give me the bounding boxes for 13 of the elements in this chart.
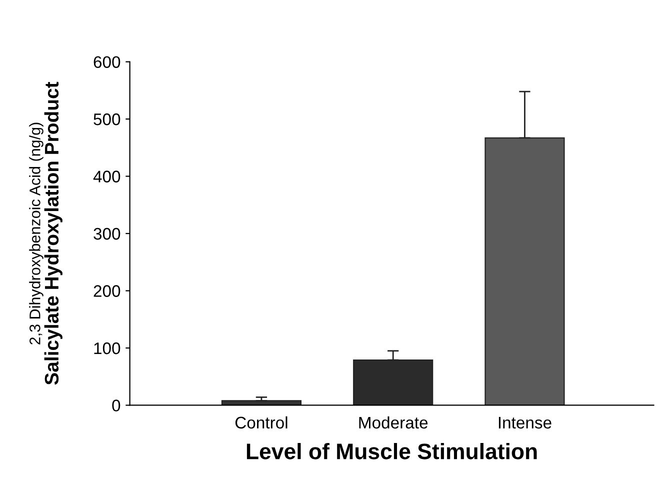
y-tick-label: 400 [93, 170, 120, 182]
x-axis-title: Level of Muscle Stimulation [246, 442, 537, 460]
y-tick-label: 100 [94, 342, 120, 354]
y-tick-label: 600 [94, 56, 120, 68]
y-axis-title: Salicylate Hydroxylation Product [44, 82, 62, 385]
x-tick-label: Control [235, 416, 288, 429]
y-tick-label: 200 [94, 285, 120, 297]
text: 2,3 Dihydroxybenzoic Acid (ng/g) [29, 122, 44, 344]
x-tick-label: Moderate [359, 416, 428, 429]
y-tick-label: 0 [112, 400, 120, 412]
y-tick-label: 500 [94, 113, 120, 126]
y-tick-label: 300 [94, 228, 120, 240]
x-tick-label: Intense [498, 416, 552, 429]
